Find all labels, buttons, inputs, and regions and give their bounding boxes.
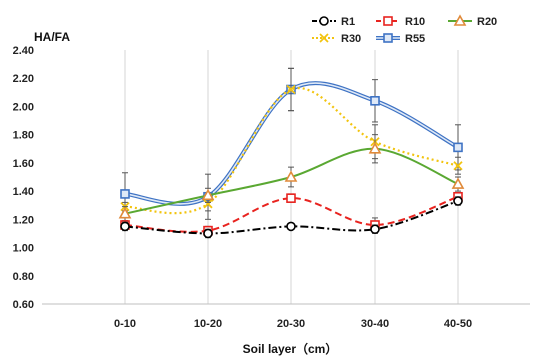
legend-item-R1: R1 [312, 16, 355, 28]
point-R55-40-50 [453, 142, 463, 153]
legend-item-R30: R30 [312, 33, 361, 45]
point-R20-0-10 [118, 207, 132, 219]
point-R30-10-20-stroke-b [203, 199, 213, 209]
legend-item-R20: R20 [448, 14, 497, 28]
point-R1-0-10 [120, 221, 130, 232]
x-tick-label: 10-20 [194, 318, 222, 330]
point-R20-20-30 [284, 170, 298, 182]
point-R1-20-30 [286, 221, 296, 232]
y-tick-label: 1.40 [13, 186, 34, 198]
legend-marker [453, 14, 467, 26]
y-tick-label: 0.80 [13, 271, 34, 283]
legend: R1 R10 R20 R30 R55 [312, 14, 497, 45]
legend-item-R55: R55 [376, 33, 425, 45]
legend-label: R30 [341, 33, 361, 45]
legend-marker [383, 16, 393, 26]
y-tick-label: 1.00 [13, 243, 34, 255]
point-R30-20-30 [286, 84, 296, 95]
y-tick-label: 2.40 [13, 45, 34, 57]
y-tick-label: 1.80 [13, 130, 34, 142]
legend-marker-stroke-b [319, 33, 329, 43]
y-tick-label: 1.20 [13, 214, 34, 226]
point-R30-20-30-stroke-b [286, 84, 296, 95]
point-R1-40-50 [453, 196, 463, 206]
point-R1-10-20 [203, 228, 213, 239]
point-R55-30-40 [370, 96, 380, 106]
legend-marker [383, 33, 393, 43]
legend-item-R10: R10 [376, 16, 425, 28]
x-tick-label: 0-10 [114, 318, 136, 330]
y-tick-label: 2.00 [13, 101, 34, 113]
x-tick-label: 40-50 [444, 318, 472, 330]
y-tick-label: 0.60 [13, 299, 34, 311]
legend-label: R55 [405, 33, 425, 45]
point-R1-30-40 [370, 224, 380, 235]
x-tick-label: 30-40 [361, 318, 389, 330]
point-R55-0-10 [120, 189, 130, 199]
point-R20-10-20 [201, 188, 215, 201]
series-R20 [118, 134, 465, 222]
point-R30-40-50-stroke-b [453, 161, 463, 171]
series-R1 [120, 196, 463, 239]
legend-marker [319, 16, 329, 26]
point-R20-40-50 [451, 177, 465, 189]
point-R30-10-20 [203, 199, 213, 209]
legend-label: R1 [341, 16, 355, 28]
point-R10-20-30 [286, 193, 296, 203]
y-axis-title: HA/FA [34, 30, 70, 44]
point-R30-40-50 [453, 161, 463, 171]
y-tick-label: 2.20 [13, 73, 34, 85]
series-layer [118, 67, 465, 239]
x-tick-label: 20-30 [277, 318, 305, 330]
legend-label: R10 [405, 16, 425, 28]
axis-layer: 0.60 0.80 1.00 1.20 1.40 1.60 1.80 2.00 2.20 2.40… [13, 45, 530, 330]
x-axis-title: Soil layer（cm） [243, 341, 338, 356]
legend-marker [319, 33, 329, 43]
legend-label: R20 [477, 16, 497, 28]
point-R20-30-40 [368, 142, 382, 154]
y-tick-label: 1.60 [13, 158, 34, 170]
